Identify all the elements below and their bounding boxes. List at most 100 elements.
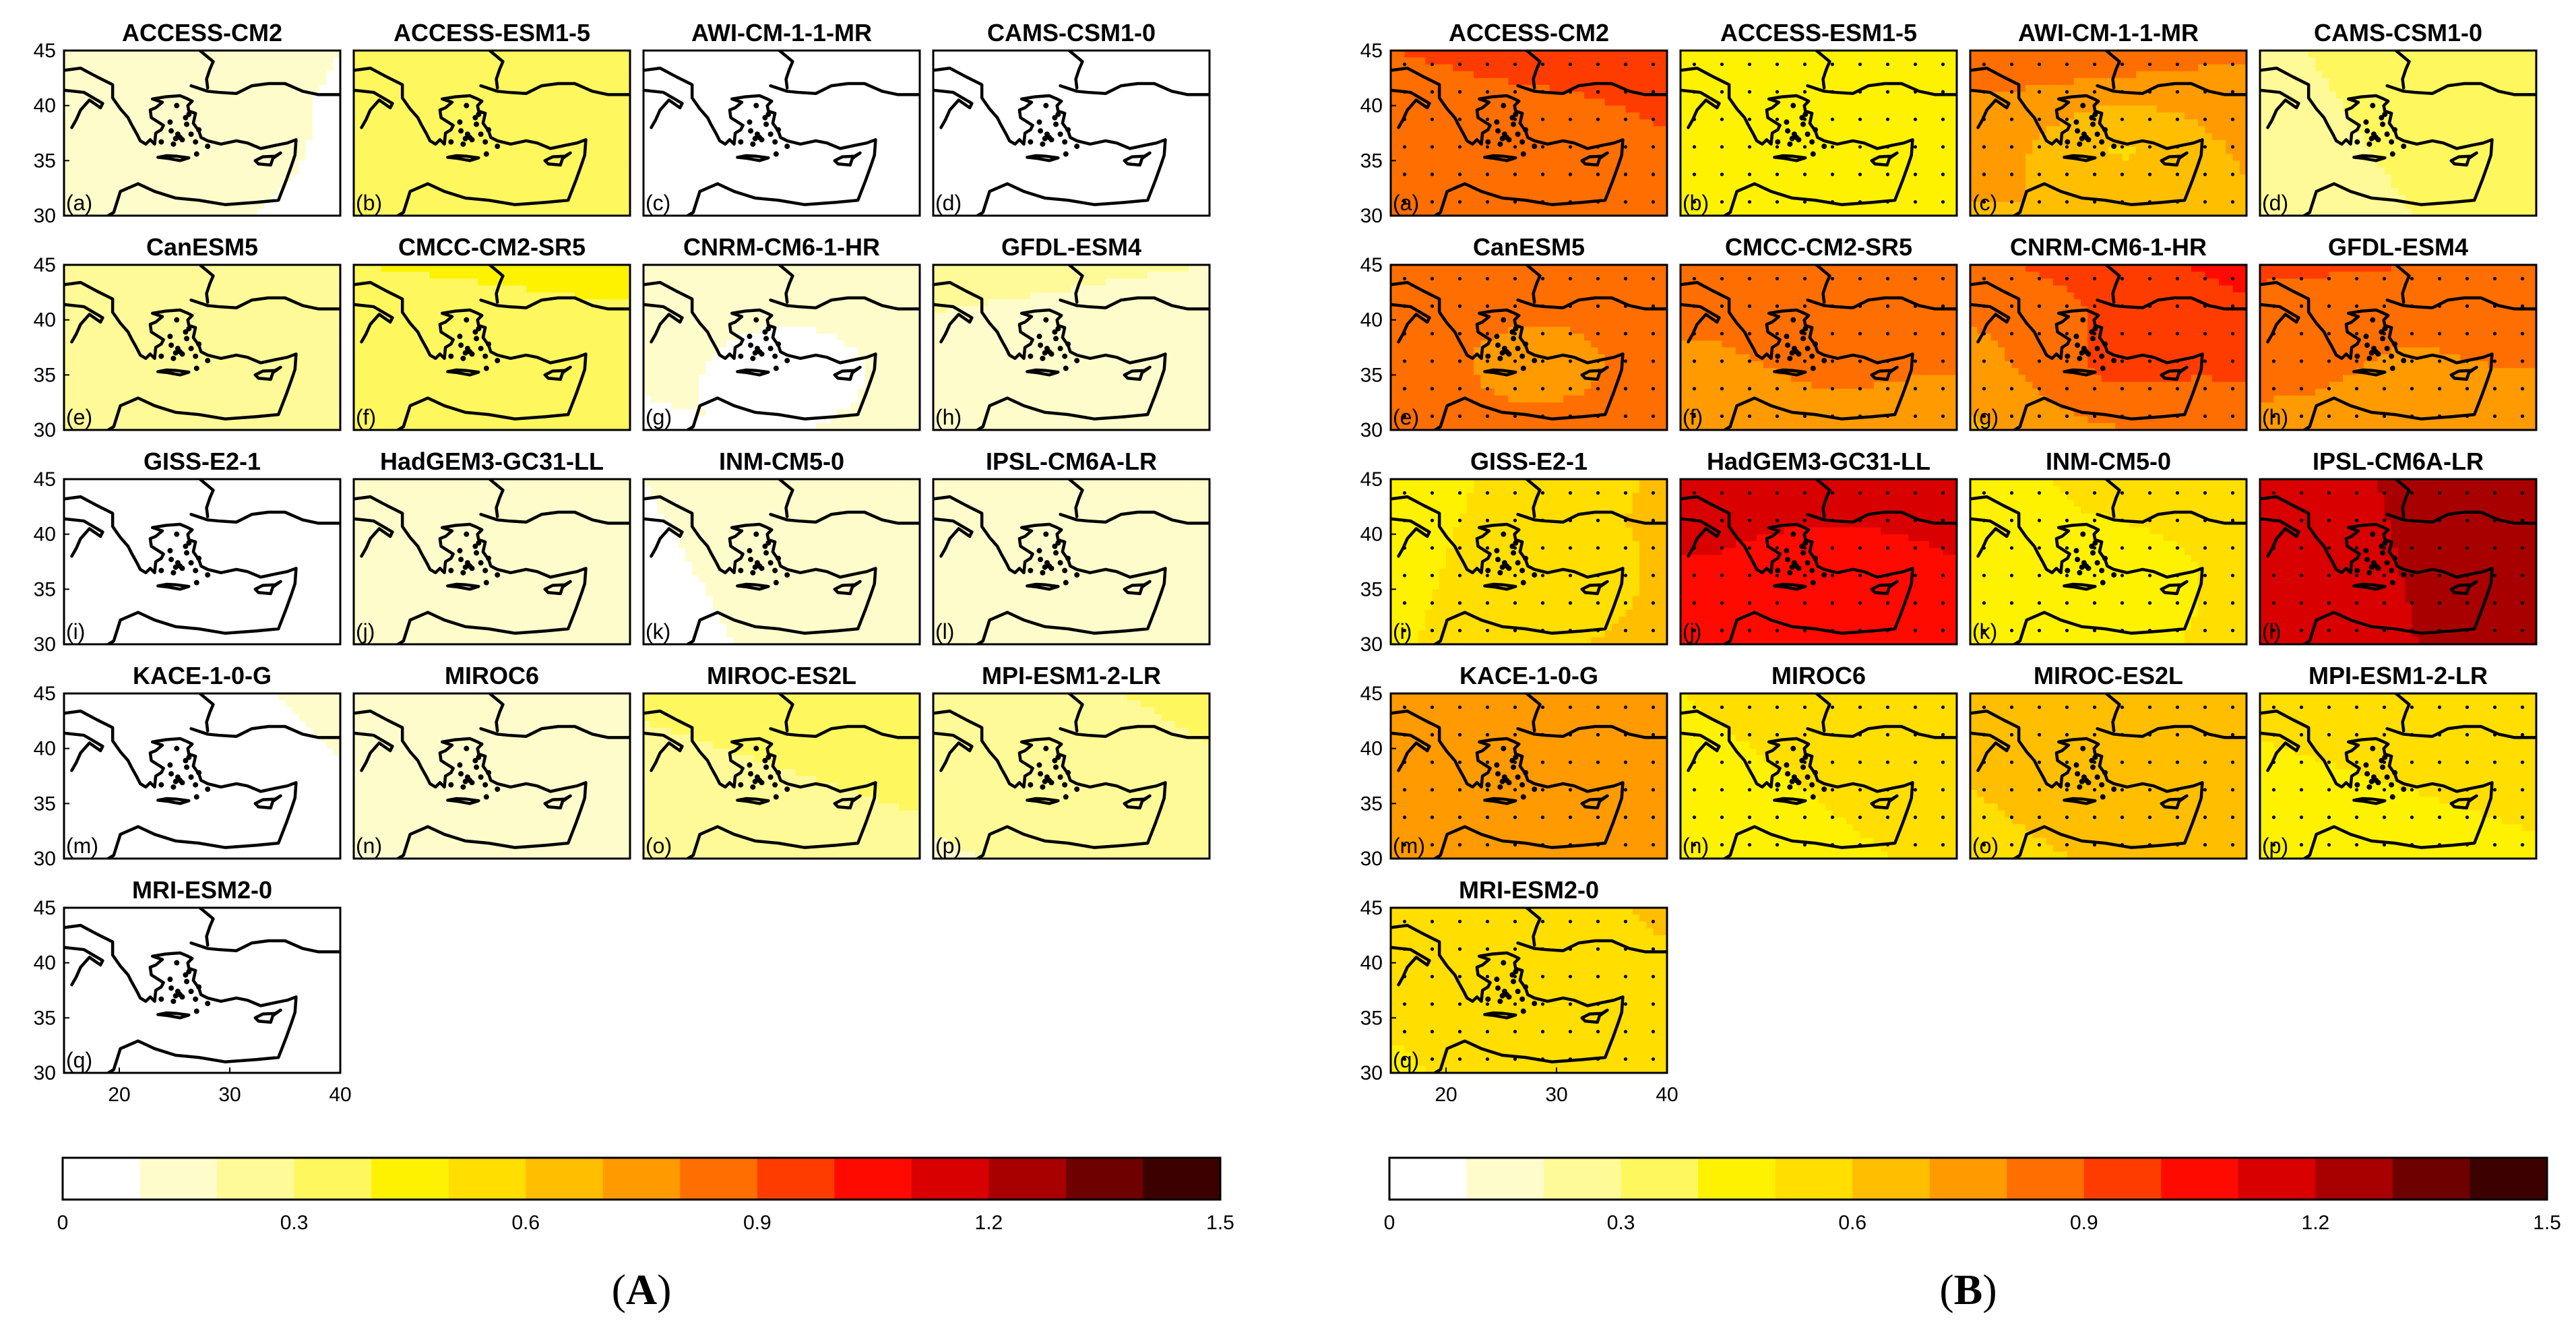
field-cell (195, 395, 203, 403)
field-cell (154, 306, 162, 314)
field-cell (671, 85, 679, 92)
field-cell (885, 57, 893, 65)
field-cell (788, 188, 796, 195)
field-cell (98, 140, 106, 148)
field-cell (416, 105, 424, 113)
field-cell (512, 174, 520, 182)
field-cell (354, 285, 361, 293)
field-cell (450, 85, 458, 92)
field-cell (1154, 195, 1162, 203)
field-cell (1064, 208, 1072, 216)
field-cell (77, 423, 86, 430)
field-cell (1119, 146, 1127, 154)
field-cell (1147, 64, 1155, 72)
field-cell (947, 154, 955, 161)
field-cell (195, 319, 203, 328)
field-cell (533, 51, 541, 58)
field-cell (119, 167, 127, 175)
field-cell (299, 347, 307, 355)
field-cell (429, 126, 437, 134)
field-cell (961, 85, 968, 92)
field-cell (788, 181, 796, 189)
field-cell (1016, 71, 1024, 79)
field-cell (326, 119, 334, 127)
field-cell (878, 126, 886, 134)
field-cell (1044, 64, 1051, 72)
field-cell (1030, 78, 1038, 86)
field-cell (305, 272, 313, 280)
field-cell (326, 423, 334, 430)
field-cell (829, 112, 838, 120)
field-cell (133, 334, 141, 341)
field-cell (1189, 181, 1197, 189)
field-cell (243, 319, 251, 328)
field-cell (844, 133, 852, 141)
field-cell (1202, 181, 1210, 189)
field-cell (175, 160, 182, 168)
field-cell (1092, 57, 1100, 65)
field-cell (1119, 154, 1127, 161)
field-cell (416, 85, 424, 92)
field-cell (237, 57, 245, 65)
field-cell (761, 92, 769, 100)
field-cell (319, 112, 327, 120)
field-cell (857, 126, 865, 134)
field-cell (202, 375, 210, 383)
field-cell (250, 160, 258, 168)
field-cell (671, 78, 679, 86)
field-cell (520, 154, 527, 161)
island-dot (186, 111, 192, 117)
field-cell (1030, 98, 1038, 106)
field-cell (540, 167, 548, 175)
field-cell (1078, 78, 1086, 86)
field-cell (216, 57, 224, 65)
field-cell (526, 154, 534, 161)
map-panel: CMCC-CM2-SR5(f) (352, 233, 631, 431)
field-cell (871, 64, 879, 72)
field-cell (899, 64, 907, 72)
field-cell (133, 361, 141, 369)
field-cell (230, 140, 237, 148)
field-cell (257, 112, 265, 120)
field-cell (271, 313, 279, 321)
field-cell (112, 326, 120, 334)
field-cell (850, 126, 858, 134)
field-cell (968, 112, 976, 120)
field-cell (740, 85, 748, 92)
field-cell (726, 126, 734, 134)
field-cell (230, 160, 237, 168)
field-cell (1161, 174, 1169, 182)
field-cell (1106, 154, 1114, 161)
field-cell (388, 140, 396, 148)
field-cell (1168, 160, 1176, 168)
panel-title: CAMS-CSM1-0 (987, 19, 1156, 46)
island-dot (1028, 139, 1034, 145)
field-cell (712, 188, 720, 195)
field-cell (299, 174, 307, 182)
field-cell (195, 167, 203, 175)
field-cell (319, 126, 327, 134)
field-cell (602, 154, 610, 161)
field-cell (313, 326, 320, 334)
field-cell (354, 126, 361, 134)
field-cell (71, 160, 79, 168)
field-cell (995, 202, 1003, 210)
field-cell (354, 119, 361, 127)
field-cell (533, 160, 541, 168)
field-cell (119, 347, 127, 355)
field-cell (678, 174, 686, 182)
field-cell (71, 354, 79, 362)
field-cell (112, 146, 120, 154)
field-cell (464, 112, 472, 120)
field-cell (892, 126, 900, 134)
field-cell (1016, 195, 1024, 203)
field-cell (367, 126, 375, 134)
field-cell (588, 188, 596, 195)
field-cell (691, 208, 699, 216)
field-cell (139, 306, 148, 314)
field-cell (181, 292, 189, 300)
field-cell (575, 126, 582, 134)
field-cell (98, 319, 106, 328)
field-cell (567, 195, 575, 203)
field-cell (464, 85, 472, 92)
